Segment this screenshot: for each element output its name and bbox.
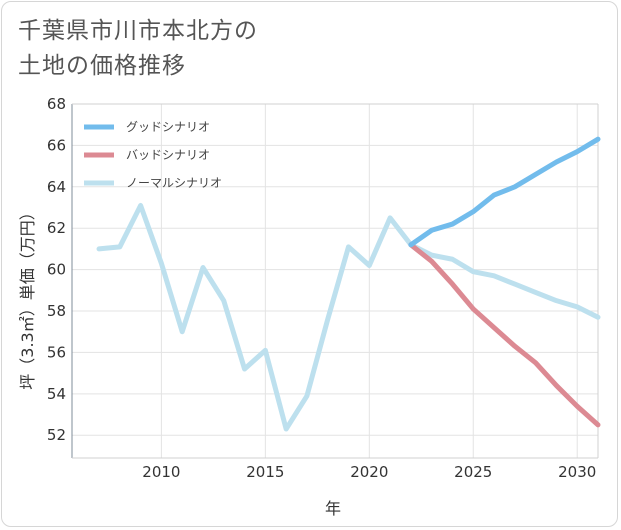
x-tick-label: 2030 — [558, 463, 596, 481]
axis-lines — [71, 103, 599, 459]
y-tick-label: 52 — [47, 426, 66, 444]
x-tick-labels: 2010 2015 2020 2025 2030 — [142, 463, 596, 481]
y-tick-label: 68 — [47, 95, 66, 113]
x-tick-label: 2010 — [142, 463, 180, 481]
x-tick-label: 2015 — [246, 463, 284, 481]
series-line-3 — [96, 202, 601, 432]
y-tick-label: 66 — [47, 136, 66, 154]
series-line-1 — [408, 136, 601, 248]
x-axis-title: 年 — [325, 499, 341, 518]
chart-title: 千葉県市川市本北方の 土地の価格推移 — [18, 14, 258, 84]
y-axis-title: 坪（3.3㎡）単価（万円） — [18, 204, 37, 389]
y-tick-label: 56 — [47, 343, 66, 361]
chart-title-line-2: 土地の価格推移 — [18, 53, 186, 79]
legend-label-3: ノーマルシナリオ — [126, 176, 222, 190]
legend-label-2: バッドシナリオ — [126, 148, 210, 162]
series-line-2 — [408, 242, 601, 428]
x-tick-label: 2025 — [454, 463, 492, 481]
y-tick-label: 54 — [47, 385, 66, 403]
y-tick-labels: 52 54 56 58 60 62 64 66 68 — [47, 95, 66, 444]
y-tick-label: 60 — [47, 261, 66, 279]
series-layer — [96, 136, 601, 432]
x-tick-label: 2020 — [350, 463, 388, 481]
chart-title-line-1: 千葉県市川市本北方の — [18, 18, 258, 44]
y-tick-label: 62 — [47, 219, 66, 237]
grid-lines — [72, 103, 598, 458]
legend-label-1: グッドシナリオ — [126, 120, 210, 134]
y-tick-label: 64 — [47, 178, 66, 196]
y-tick-label: 58 — [47, 302, 66, 320]
